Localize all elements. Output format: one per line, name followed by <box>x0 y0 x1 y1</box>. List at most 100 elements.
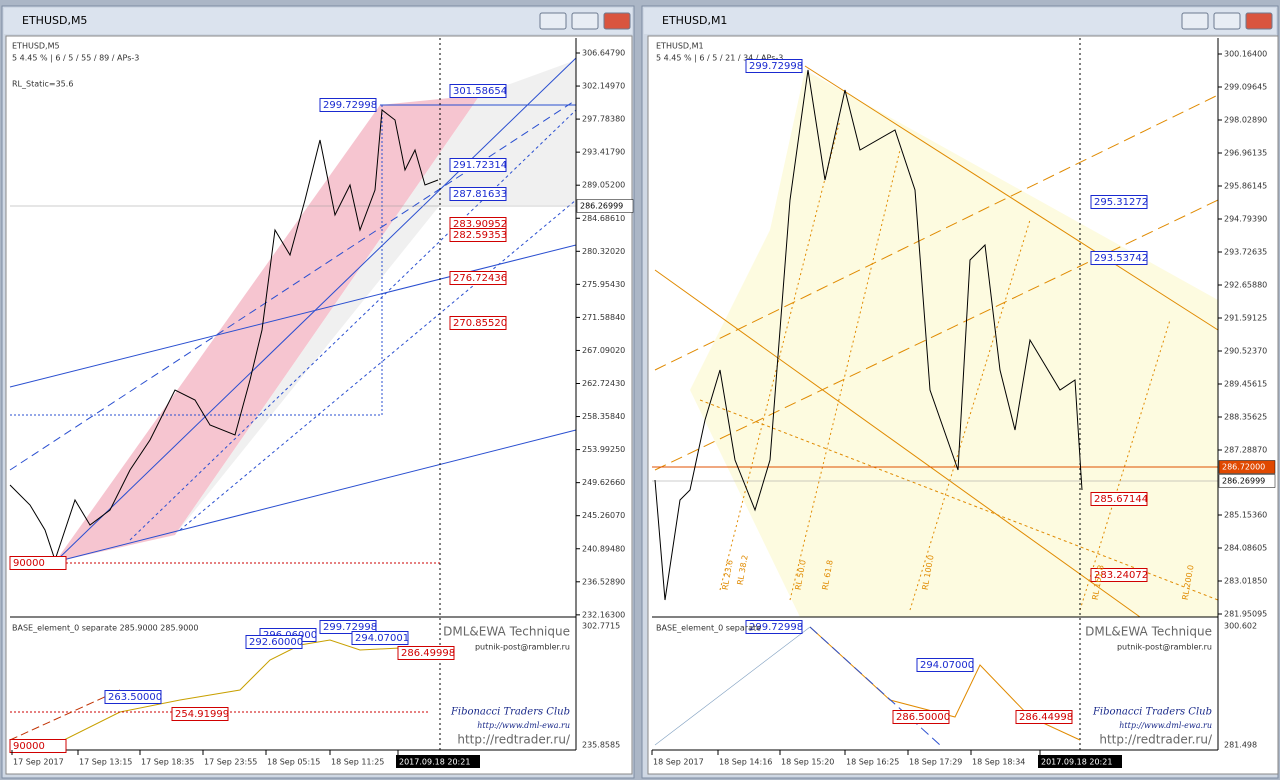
price-label: 290.52370 <box>1224 347 1267 356</box>
price-label: 291.59125 <box>1224 314 1267 323</box>
price-box <box>1090 251 1148 265</box>
sub-box-label: 292.60000 <box>249 637 303 648</box>
time-label: 18 Sep 16:25 <box>846 758 899 767</box>
price-tag <box>1218 460 1276 474</box>
price-label: 249.62660 <box>582 478 625 487</box>
window-m1: ETHUSD,M1 ETHUSD,M1 5 4.45 % | 6 / 5 / 21 … <box>641 5 1279 779</box>
price-label: 245.26070 <box>582 511 625 520</box>
price-box-label: 285.67144 <box>1094 494 1148 505</box>
time-cursor <box>396 755 480 768</box>
time-label: 18 Sep 11:25 <box>331 758 384 767</box>
price-label: 289.05200 <box>582 181 625 190</box>
brand-email: putnik-post@rambler.ru <box>475 643 570 652</box>
brand: DML&EWA Technique <box>443 625 570 639</box>
time-cursor <box>1038 755 1122 768</box>
brand-site: http://www.dml-ewa.ru <box>1119 721 1212 730</box>
chart-info: 5 4.45 % | 6 / 5 / 21 / 34 / APs-3 <box>656 54 783 63</box>
brand-url: http://redtrader.ru/ <box>457 733 571 747</box>
sub-box <box>892 710 950 724</box>
sub-box-label: 294.07000 <box>920 660 974 671</box>
close-button[interactable] <box>1245 12 1273 30</box>
chart-info: ETHUSD,M5 <box>12 42 60 51</box>
sub-box-label: 254.91999 <box>175 709 229 720</box>
sub-box <box>1015 710 1073 724</box>
chart-info: RL_Static=35.6 <box>12 80 73 89</box>
price-label: 297.78380 <box>582 115 625 124</box>
minimize-button[interactable] <box>539 12 567 30</box>
sub-box-label: 263.50000 <box>108 692 162 703</box>
price-label: 289.45615 <box>1224 380 1267 389</box>
time-label: 18 Sep 18:34 <box>972 758 1025 767</box>
chart-info: ETHUSD,M1 <box>656 42 704 51</box>
price-label: 287.28870 <box>1224 446 1267 455</box>
price-label: 232.16300 <box>582 610 625 619</box>
brand-club: Fibonacci Traders Club <box>1092 707 1212 718</box>
price-tag <box>1218 474 1276 488</box>
brand: DML&EWA Technique <box>1085 625 1212 639</box>
sub-box <box>397 646 455 660</box>
price-label: 262.72430 <box>582 379 625 388</box>
price-tag-label: 286.26999 <box>1222 477 1265 486</box>
sub-axis-label: 235.8585 <box>582 741 620 750</box>
price-box-label: 291.72314 <box>453 160 507 171</box>
time-label: 17 Sep 13:15 <box>79 758 132 767</box>
sub-box <box>351 631 409 645</box>
price-label: 281.95095 <box>1224 610 1267 619</box>
window-m5: ETHUSD,M5 ETHUSD,M5 5 4.45 % | 6 / 5 / 55 … <box>1 5 635 779</box>
price-box-label: 301.58654 <box>453 86 507 97</box>
price-box <box>319 98 377 112</box>
price-box <box>449 84 507 98</box>
time-label: 18 Sep 05:15 <box>267 758 320 767</box>
maximize-button[interactable] <box>1213 12 1241 30</box>
sub-axis-label: 302.7715 <box>582 622 620 631</box>
price-label: 296.96135 <box>1224 149 1267 158</box>
time-label: 17 Sep 2017 <box>13 758 64 767</box>
brand-url: http://redtrader.ru/ <box>1099 733 1213 747</box>
time-label: 18 Sep 14:16 <box>719 758 772 767</box>
close-button[interactable] <box>603 12 631 30</box>
price-box-label: 299.72998 <box>749 61 803 72</box>
sub-box <box>171 707 229 721</box>
price-box <box>449 228 507 242</box>
price-label: 267.09020 <box>582 346 625 355</box>
sub-box-label: 286.50000 <box>896 712 950 723</box>
price-label: 253.99250 <box>582 445 625 454</box>
price-label: 258.35840 <box>582 412 625 421</box>
time-label: 2017.09.18 20:21 <box>1041 758 1112 767</box>
sub-axis-label: 300.602 <box>1224 622 1257 631</box>
price-label: 293.41790 <box>582 148 625 157</box>
minimize-button[interactable] <box>1181 12 1209 30</box>
price-box-label: 90000 <box>13 558 45 569</box>
sub-box <box>319 620 377 634</box>
price-box-label: 276.72436 <box>453 273 507 284</box>
sub-box-label: 90000 <box>13 741 45 752</box>
price-box-label: 295.31272 <box>1094 197 1148 208</box>
price-box-label: 293.53742 <box>1094 253 1148 264</box>
price-box <box>449 187 507 201</box>
price-box <box>1090 568 1148 582</box>
time-label: 2017.09.18 20:21 <box>399 758 470 767</box>
sub-box <box>245 635 303 649</box>
sub-box-label: 286.49998 <box>401 648 455 659</box>
window-title: ETHUSD,M1 <box>662 14 727 27</box>
brand-club: Fibonacci Traders Club <box>450 707 570 718</box>
sub-box-label: 286.44998 <box>1019 712 1073 723</box>
sub-box <box>104 690 162 704</box>
price-label: 275.95430 <box>582 280 625 289</box>
price-label: 298.02890 <box>1224 116 1267 125</box>
maximize-button[interactable] <box>571 12 599 30</box>
price-label: 240.89480 <box>582 544 625 553</box>
sub-box <box>745 620 803 634</box>
sub-box-label: 299.72998 <box>749 622 803 633</box>
price-label: 292.65880 <box>1224 281 1267 290</box>
time-label: 18 Sep 2017 <box>653 758 704 767</box>
sub-label: BASE_element_0 separate 285.9000 285.900… <box>12 624 198 633</box>
time-label: 18 Sep 15:20 <box>781 758 834 767</box>
price-box <box>449 271 507 285</box>
brand-site: http://www.dml-ewa.ru <box>477 721 570 730</box>
price-box-label: 299.72998 <box>323 100 377 111</box>
price-label: 236.52890 <box>582 577 625 586</box>
price-box-label: 282.59353 <box>453 230 507 241</box>
price-label: 280.32020 <box>582 247 625 256</box>
price-box-label: 283.24072 <box>1094 570 1148 581</box>
